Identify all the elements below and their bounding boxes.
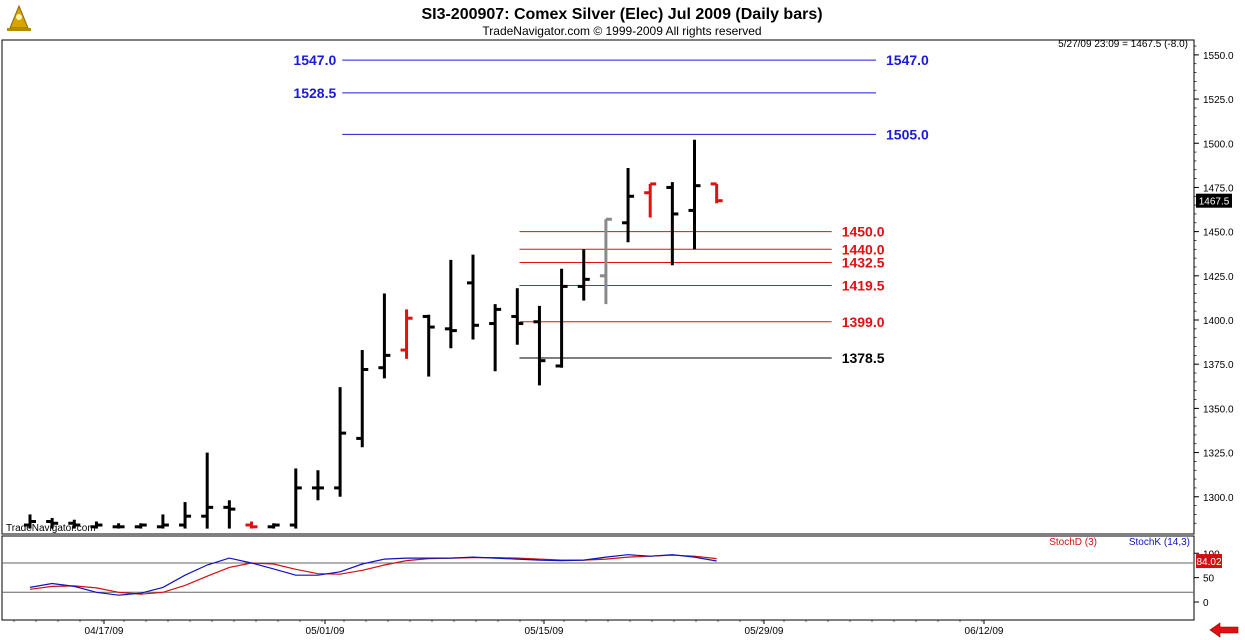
level-1399.0: 1399.0	[519, 314, 885, 330]
level-1419.5: 1419.5	[519, 278, 885, 294]
level-label-right: 1450.0	[842, 224, 885, 240]
price-tick-label: 1400.0	[1203, 316, 1234, 327]
level-label-left: 1547.0	[293, 52, 336, 68]
stoch-last-label: 84.02	[1196, 557, 1221, 568]
ohlc-bar	[289, 468, 302, 529]
quote-readout: 5/27/09 23:09 = 1467.5 (-8.0)	[1058, 39, 1188, 50]
price-axis: 1300.0 1325.0 1350.0 1375.0 1400.0 1425.0 1450…	[1194, 45, 1234, 524]
level-1528.5: 1528.5	[293, 85, 876, 101]
ohlc-bar	[489, 304, 502, 372]
price-tick-label: 1525.0	[1203, 95, 1234, 106]
level-label-right: 1399.0	[842, 314, 885, 330]
ohlc-bar	[223, 500, 236, 529]
price-tick-label: 1450.0	[1203, 228, 1234, 239]
watermark: TradeNavigator.com	[6, 523, 96, 534]
ohlc-bar	[599, 217, 612, 305]
level-1505.0: 1505.0	[342, 126, 929, 142]
price-tick-label: 1500.0	[1203, 139, 1234, 150]
ohlc-bar	[577, 249, 590, 301]
ohlc-bar	[622, 167, 635, 243]
stochastic-panel	[1, 535, 1195, 621]
legend-stoch-d: StochD (3)	[1049, 537, 1097, 548]
ohlc-bar	[46, 517, 59, 529]
date-tick-label: 05/29/09	[745, 626, 784, 637]
ohlc-bar	[68, 519, 81, 529]
tradenavigator-logo	[4, 2, 34, 32]
ohlc-bar	[710, 182, 723, 204]
level-1450.0: 1450.0	[519, 224, 885, 240]
last-price-label: 1467.5	[1199, 197, 1230, 208]
ohlc-bar	[356, 350, 369, 448]
level-1378.5: 1378.5	[519, 350, 885, 366]
date-tick-label: 04/17/09	[85, 626, 124, 637]
stoch-tick-label: 50	[1203, 574, 1215, 585]
ohlc-bar	[24, 514, 36, 529]
scroll-left-arrow-icon[interactable]	[1206, 622, 1242, 638]
date-axis: 04/17/09 05/01/09 05/15/09 05/29/09 06/12/09	[13, 620, 1004, 637]
level-label-right: 1547.0	[886, 52, 929, 68]
ohlc-bar	[444, 259, 457, 349]
level-1432.5: 1432.5	[519, 255, 885, 271]
date-tick-label: 05/15/09	[525, 626, 564, 637]
ohlc-bar	[311, 470, 324, 501]
ohlc-bar	[533, 305, 546, 386]
ohlc-bar	[245, 521, 258, 529]
stoch-last-tag	[1196, 554, 1222, 569]
last-price-tag	[1196, 193, 1232, 208]
ohlc-bar	[134, 523, 147, 529]
stochastic-axis: 05010084.02	[1194, 549, 1222, 609]
ohlc-bar	[644, 182, 657, 218]
ohlc-bar	[156, 514, 169, 529]
ohlc-bar	[688, 139, 701, 250]
level-label-right: 1378.5	[842, 350, 885, 366]
chart-subtitle: TradeNavigator.com © 1999-2009 All right…	[482, 24, 761, 38]
chart-title: SI3-200907: Comex Silver (Elec) Jul 2009…	[421, 6, 822, 23]
price-tick-label: 1475.0	[1203, 183, 1234, 194]
ohlc-bar	[201, 452, 214, 529]
level-label-left: 1528.5	[293, 85, 336, 101]
ohlc-bar	[422, 314, 435, 377]
stoch-k-line	[29, 554, 717, 596]
price-tick-label: 1375.0	[1203, 360, 1234, 371]
ohlc-bar	[267, 523, 280, 529]
ohlc-bar	[378, 293, 391, 379]
level-label-right: 1432.5	[842, 255, 885, 271]
ohlc-bar	[112, 523, 125, 529]
price-tick-label: 1425.0	[1203, 272, 1234, 283]
ohlc-bar	[666, 182, 679, 266]
ohlc-bar	[334, 387, 347, 497]
price-tick-label: 1300.0	[1203, 493, 1234, 504]
ohlc-bar	[511, 288, 524, 345]
price-tick-label: 1550.0	[1203, 51, 1234, 62]
ohlc-bar	[179, 502, 192, 529]
stoch-d-line	[29, 554, 717, 595]
legend-stoch-k: StochK (14,3)	[1129, 537, 1190, 548]
date-tick-label: 05/01/09	[306, 626, 345, 637]
level-label-right: 1505.0	[886, 126, 929, 142]
stoch-tick-label: 0	[1203, 598, 1209, 609]
price-tick-label: 1350.0	[1203, 404, 1234, 415]
level-label-right: 1419.5	[842, 278, 885, 294]
ohlc-bar	[90, 521, 103, 529]
ohlc-bar	[467, 254, 479, 340]
level-1440.0: 1440.0	[519, 241, 885, 257]
price-levels: 1547.0 1547.0 1528.5 1505.0 1450.01440.01432…	[293, 52, 929, 366]
ohlc-bar	[555, 268, 568, 368]
price-panel	[1, 39, 1195, 535]
ohlc-bar	[400, 309, 413, 359]
level-label-right: 1440.0	[842, 241, 885, 257]
stochastic-lines	[2, 554, 1194, 596]
price-tick-label: 1325.0	[1203, 449, 1234, 460]
level-1547.0: 1547.0 1547.0	[293, 52, 929, 68]
date-tick-label: 06/12/09	[965, 626, 1004, 637]
ohlc-bars	[24, 139, 723, 529]
